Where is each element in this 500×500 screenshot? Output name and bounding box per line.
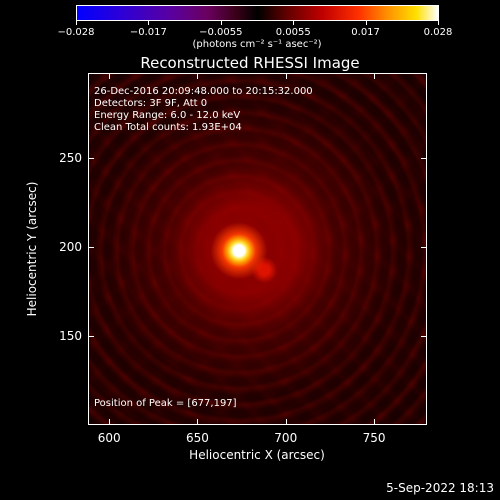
x-tick: [374, 419, 376, 425]
y-tick-label: 200: [59, 240, 82, 255]
colorbar-tick-label: 0.028: [423, 27, 453, 38]
x-tick-label: 650: [186, 431, 209, 445]
colorbar-tick: [76, 21, 77, 25]
x-tick: [285, 73, 287, 79]
y-tick: [88, 247, 94, 249]
colorbar-tick-label: 0.0055: [275, 27, 311, 38]
y-tick-label: 250: [59, 151, 82, 166]
y-tick: [421, 336, 427, 338]
x-tick-label: 750: [362, 431, 386, 445]
y-tick: [88, 158, 94, 160]
colorbar-unit: (photons cm⁻² s⁻¹ asec⁻²): [192, 39, 322, 50]
x-tick: [197, 419, 199, 425]
colorbar-tick: [438, 21, 439, 25]
x-tick: [374, 73, 376, 79]
chart-title: Reconstructed RHESSI Image: [140, 54, 360, 72]
x-tick-label: 600: [97, 431, 121, 445]
x-tick: [109, 73, 111, 79]
colorbar-tick-label: −0.028: [57, 27, 95, 38]
x-axis-label: Heliocentric X (arcsec): [189, 448, 325, 462]
x-tick: [109, 419, 111, 425]
colorbar: [76, 5, 439, 21]
annotation-detectors: Detectors: 3F 9F, Att 0: [94, 98, 208, 109]
x-tick: [285, 419, 287, 425]
annotation-time: 26-Dec-2016 20:09:48.000 to 20:15:32.000: [94, 86, 313, 97]
x-tick-label: 700: [274, 431, 298, 445]
colorbar-tick: [365, 21, 367, 25]
heatmap-image: [88, 73, 427, 425]
colorbar-tick-label: −0.0055: [199, 27, 243, 38]
colorbar-tick-label: −0.017: [129, 27, 167, 38]
colorbar-tick: [220, 21, 222, 25]
timestamp: 5-Sep-2022 18:13: [386, 481, 494, 495]
y-tick-label: 150: [59, 329, 82, 344]
y-tick: [88, 336, 94, 338]
colorbar-tick: [148, 21, 150, 25]
colorbar-tick-label: 0.017: [351, 27, 380, 38]
y-axis-label: Heliocentric Y (arcsec): [25, 181, 39, 317]
colorbar-tick: [293, 21, 295, 25]
y-tick: [421, 247, 427, 249]
annotation-energy: Energy Range: 6.0 - 12.0 keV: [94, 110, 241, 121]
annotation-peak: Position of Peak = [677,197]: [94, 398, 237, 409]
x-tick: [197, 73, 199, 79]
annotation-method: Clean Total counts: 1.93E+04: [94, 122, 242, 133]
y-tick: [421, 158, 427, 160]
